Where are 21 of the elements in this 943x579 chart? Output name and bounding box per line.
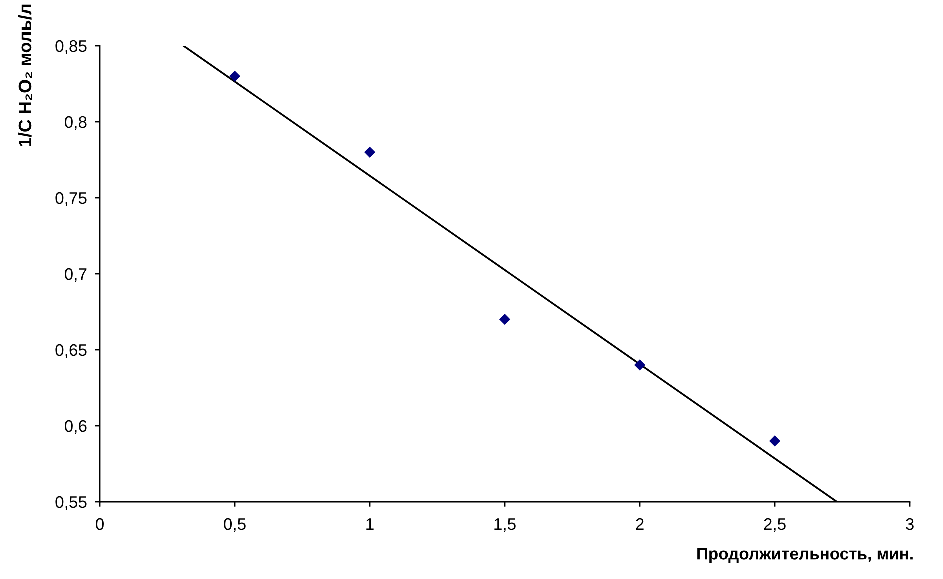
point (769, 436, 781, 447)
y-tick-label: 0,55 (56, 496, 87, 510)
y-tick-label: 0,7 (64, 268, 87, 282)
y-tick-label: 0,75 (56, 192, 87, 206)
x-tick-label: 1,5 (494, 518, 516, 532)
x-tick-label: 2,5 (764, 518, 786, 532)
y-axis-title: 1/C H₂O₂ моль/л (18, 4, 32, 146)
point (499, 314, 511, 326)
x-tick-label: 1 (366, 518, 374, 530)
y-tick-label: 0,85 (56, 40, 87, 54)
point (364, 146, 376, 158)
x-tick-label: 0,5 (224, 518, 246, 532)
point (229, 70, 241, 82)
x-tick-label: 2 (636, 518, 644, 530)
x-tick-label: 0 (96, 518, 104, 530)
y-tick-label: 0,8 (64, 116, 87, 130)
y-tick-label: 0,6 (64, 420, 87, 434)
x-axis-title: Продолжительность, мин. (698, 548, 913, 564)
x-tick-label: 3 (906, 518, 914, 530)
y-tick-label: 0,65 (56, 344, 87, 358)
point (634, 360, 646, 371)
